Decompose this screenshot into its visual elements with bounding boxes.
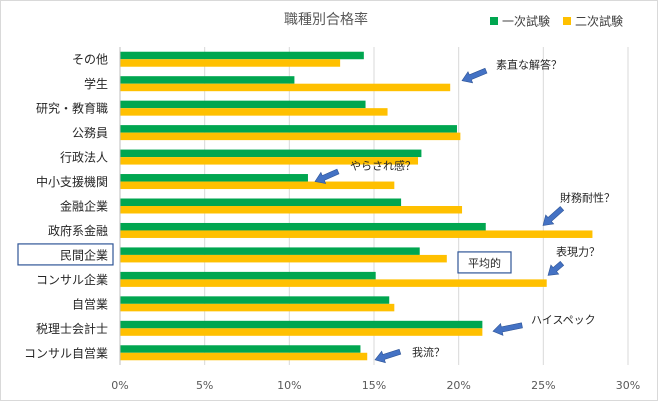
bar-second-8 <box>120 254 447 263</box>
bar-second-3 <box>120 132 461 141</box>
annotation-text-2: 財務耐性？ <box>560 190 615 204</box>
bar-second-2 <box>120 108 388 116</box>
category-label-6: 金融企業 <box>60 199 108 214</box>
reference-box <box>457 251 512 274</box>
bar-first-9 <box>120 271 376 280</box>
x-tick-label-6: 30% <box>616 379 640 392</box>
annotation-text-1: やらされ感？ <box>350 160 416 173</box>
category-label-4: 行政法人 <box>60 151 108 165</box>
bar-first-4 <box>120 149 422 158</box>
x-tick-label-5: 25% <box>531 379 555 392</box>
bar-first-2 <box>120 100 366 109</box>
bar-first-3 <box>120 125 457 133</box>
x-tick-label-4: 20% <box>446 379 470 392</box>
bar-second-11 <box>120 328 483 336</box>
annotation-arrow-2 <box>542 206 565 226</box>
bar-first-7 <box>120 222 486 231</box>
category-label-8: 民間企業 <box>60 247 108 262</box>
bar-first-10 <box>120 296 390 304</box>
bar-second-4 <box>120 157 419 165</box>
x-tick-label-2: 10% <box>277 379 301 392</box>
category-label-12: コンサル自営業 <box>24 346 108 360</box>
legend-swatch-1 <box>563 17 571 25</box>
annotation-text-5: 我流？ <box>412 345 445 359</box>
category-label-1: 学生 <box>84 76 108 91</box>
annotation-arrow-4 <box>492 322 523 336</box>
bar-first-12 <box>120 345 361 353</box>
annotation-arrow-0 <box>461 67 488 84</box>
highlight-box <box>17 243 114 266</box>
x-tick-label-3: 15% <box>362 379 386 392</box>
category-label-3: 公務員 <box>72 126 108 140</box>
category-label-7: 政府系金融 <box>48 223 108 238</box>
legend-label-0: 一次試験 <box>502 14 550 29</box>
reference-label: 平均的 <box>468 256 501 270</box>
annotation-text-3: 表現力？ <box>556 244 600 258</box>
bar-first-5 <box>120 174 308 182</box>
bar-second-6 <box>120 206 463 214</box>
category-label-5: 中小支援機関 <box>36 174 108 189</box>
chart-title: 職種別合格率 <box>284 11 368 28</box>
category-label-11: 税理士会計士 <box>36 321 108 336</box>
bar-first-6 <box>120 198 402 206</box>
category-label-0: その他 <box>72 53 108 67</box>
category-label-10: 自営業 <box>72 297 108 311</box>
bar-first-1 <box>120 76 295 84</box>
bar-first-11 <box>120 320 483 329</box>
bar-second-0 <box>120 59 341 67</box>
bar-second-9 <box>120 279 547 287</box>
bar-second-7 <box>120 230 593 238</box>
x-tick-label-0: 0% <box>111 379 128 392</box>
annotation-arrow-5 <box>374 348 402 364</box>
bar-second-5 <box>120 181 395 190</box>
bar-second-1 <box>120 83 451 92</box>
annotation-arrow-1 <box>314 168 340 184</box>
annotation-arrow-3 <box>547 260 565 276</box>
bar-first-8 <box>120 247 420 255</box>
annotation-text-0: 素直な解答？ <box>496 58 562 72</box>
category-label-2: 研究・教育職 <box>36 101 108 116</box>
x-tick-label-1: 5% <box>196 379 213 392</box>
bar-first-0 <box>120 51 364 60</box>
bar-second-10 <box>120 303 395 312</box>
legend-label-1: 二次試験 <box>575 14 623 29</box>
bar-second-12 <box>120 352 368 361</box>
legend-swatch-0 <box>490 17 498 25</box>
annotation-text-4: ハイスペック <box>531 313 596 326</box>
category-label-9: コンサル企業 <box>36 272 108 287</box>
